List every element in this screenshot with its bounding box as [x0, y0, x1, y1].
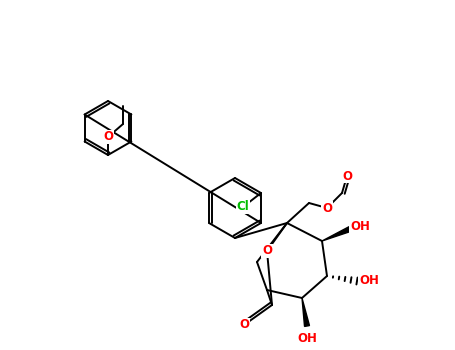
Polygon shape — [322, 227, 351, 241]
Text: OH: OH — [297, 331, 317, 344]
Text: OH: OH — [359, 274, 379, 287]
Text: Cl: Cl — [237, 201, 249, 214]
Text: O: O — [262, 245, 272, 258]
Text: O: O — [239, 318, 249, 331]
Text: O: O — [322, 202, 332, 215]
Text: O: O — [103, 131, 113, 144]
Polygon shape — [302, 298, 309, 327]
Text: OH: OH — [350, 219, 370, 232]
Text: O: O — [342, 169, 352, 182]
